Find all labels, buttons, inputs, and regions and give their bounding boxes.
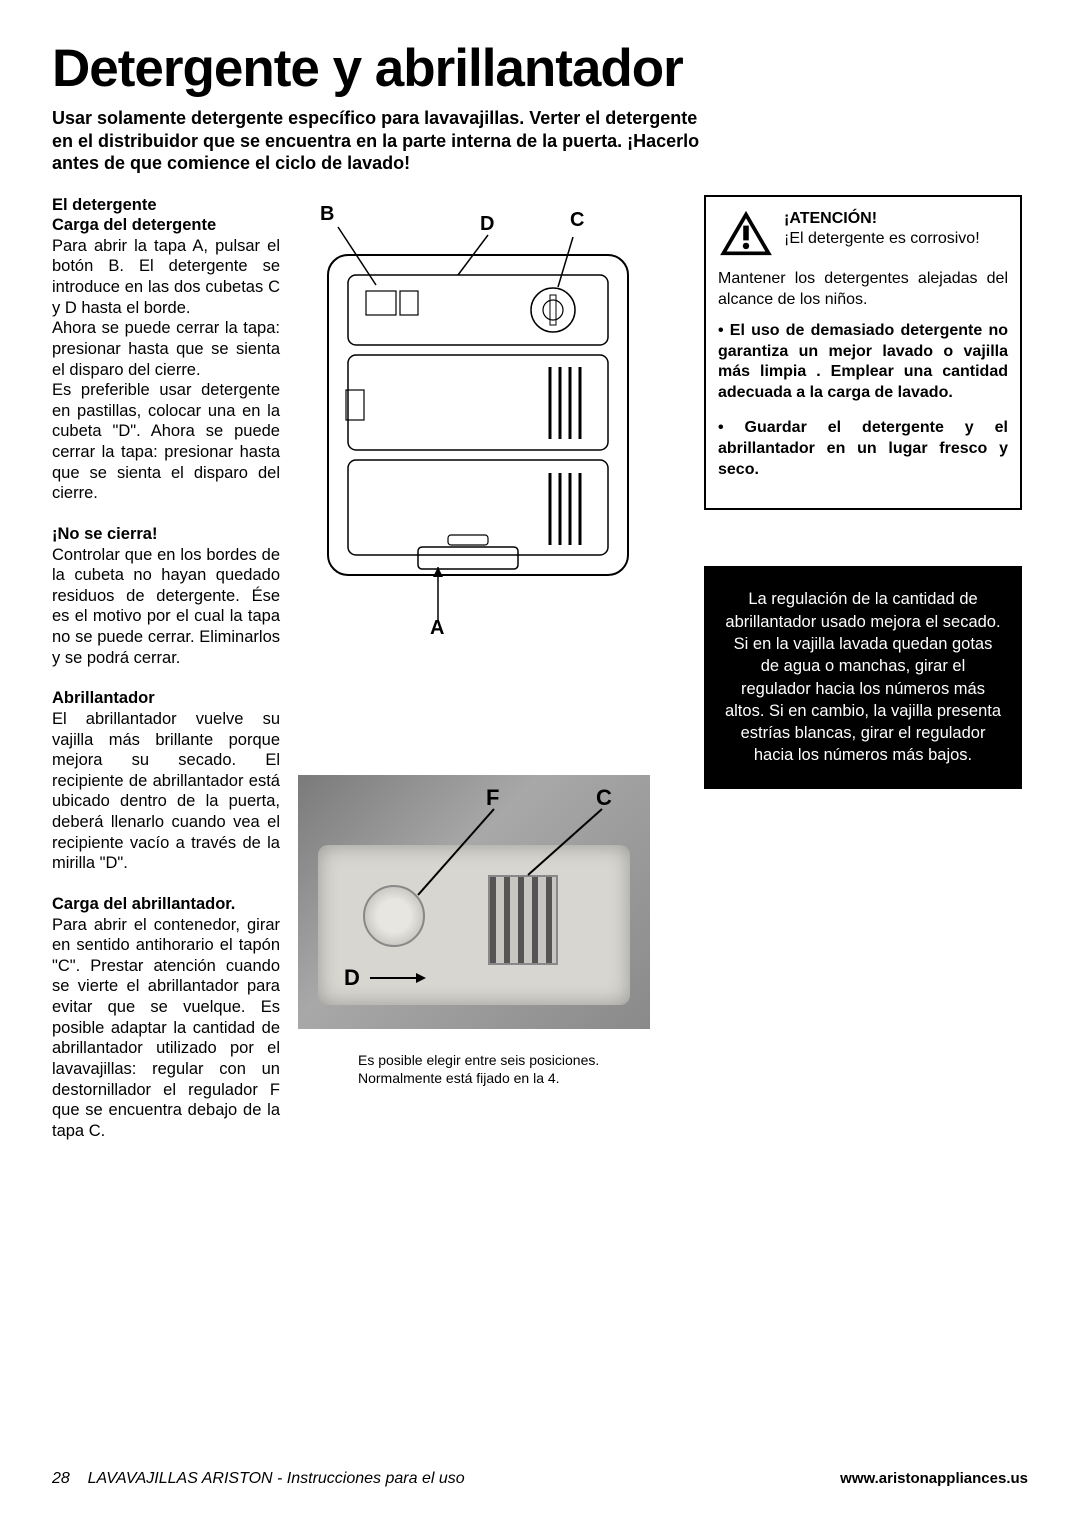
para-1: Para abrir la tapa A, pulsar el botón B.…: [52, 236, 280, 319]
warning-bullet-1: • El uso de demasiado detergente no gara…: [718, 321, 1008, 404]
page-title: Detergente y abrillantador: [52, 38, 1028, 99]
warning-bullet-2: • Guardar el detergente y el abrillantad…: [718, 418, 1008, 480]
diagram1-label-c: C: [570, 209, 584, 232]
caption-line-2: Normalmente está fijado en la 4.: [358, 1069, 686, 1087]
heading-carga-detergente: Carga del detergente: [52, 216, 216, 234]
diagram1-label-a: A: [430, 617, 444, 640]
heading-no-cierra: ¡No se cierra!: [52, 525, 157, 543]
warning-title: ¡ATENCIÓN!: [784, 209, 980, 230]
para-6: Para abrir el contenedor, girar en senti…: [52, 915, 280, 1142]
warning-icon: [718, 209, 774, 264]
info-box: La regulación de la cantidad de abrillan…: [704, 566, 1022, 788]
diagram1-label-b: B: [320, 203, 334, 226]
para-5: El abrillantador vuelve su vajilla más b…: [52, 709, 280, 874]
right-column: ¡ATENCIÓN! ¡El detergente es corrosivo! …: [704, 195, 1022, 1162]
content-area: El detergente Carga del detergente Para …: [52, 195, 1028, 1162]
heading-carga-abrillantador: Carga del abrillantador.: [52, 895, 235, 913]
footer-url: www.aristonappliances.us: [840, 1470, 1028, 1487]
page-subtitle: Usar solamente detergente específico par…: [52, 107, 712, 175]
page-number: 28: [52, 1470, 70, 1487]
caption-line-1: Es posible elegir entre seis posiciones.: [358, 1051, 686, 1069]
para-4: Controlar que en los bordes de la cubeta…: [52, 545, 280, 669]
heading-abrillantador: Abrillantador: [52, 689, 155, 707]
middle-column: B D C A F C D Es posible elegir entre se…: [298, 195, 686, 1162]
heading-detergente: El detergente: [52, 196, 157, 214]
warning-subtitle: ¡El detergente es corrosivo!: [784, 229, 980, 250]
warning-box: ¡ATENCIÓN! ¡El detergente es corrosivo! …: [704, 195, 1022, 511]
diagram-dispenser-line: B D C A: [298, 195, 658, 635]
left-column: El detergente Carga del detergente Para …: [52, 195, 280, 1162]
footer-text: LAVAVAJILLAS ARISTON - Instrucciones par…: [88, 1470, 465, 1487]
para-3: Es preferible usar detergente en pastill…: [52, 380, 280, 504]
warning-para-1: Mantener los detergentes alejadas del al…: [718, 269, 1008, 311]
para-2: Ahora se puede cerrar la tapa: presionar…: [52, 318, 280, 380]
diagram-dispenser-photo: F C D: [298, 775, 650, 1029]
diagram1-label-d: D: [480, 213, 494, 236]
page-footer: 28 LAVAVAJILLAS ARISTON - Instrucciones …: [52, 1470, 1028, 1488]
diagram2-caption: Es posible elegir entre seis posiciones.…: [298, 1051, 686, 1087]
